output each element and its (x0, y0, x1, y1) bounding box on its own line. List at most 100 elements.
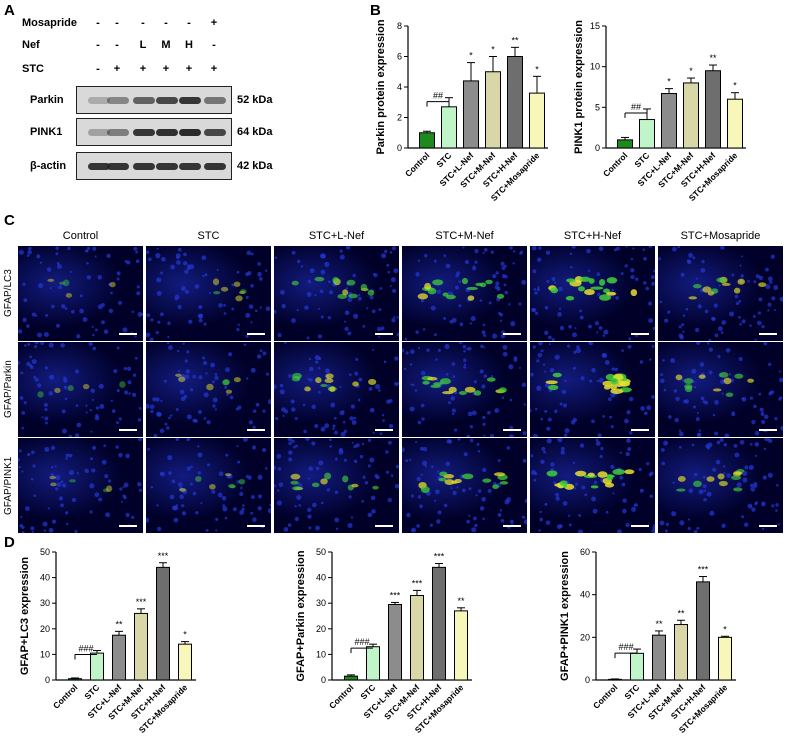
scale-bar (375, 333, 393, 335)
y-axis-label: Parkin protein expression (375, 19, 387, 154)
bracket-significance: ## (433, 91, 443, 101)
scale-bar (119, 525, 137, 527)
y-tick-label: 10 (40, 649, 50, 659)
y-tick-label: 0 (45, 675, 50, 685)
panel-label-c: C (4, 212, 15, 229)
y-tick-label: 20 (40, 624, 50, 634)
scale-bar (119, 429, 137, 431)
micrograph-tile (530, 246, 655, 341)
wb-condition-sign: - (115, 39, 119, 51)
y-tick-label: 8 (397, 21, 402, 31)
scale-bar (503, 429, 521, 431)
scale-bar (631, 525, 649, 527)
y-tick-label: 10 (316, 649, 326, 659)
significance-mark: * (183, 630, 187, 640)
wb-condition-sign: - (115, 17, 119, 29)
y-tick-label: 6 (397, 52, 402, 62)
x-tick-label: Control (327, 682, 355, 710)
scale-bar (247, 333, 265, 335)
wb-band (156, 129, 178, 136)
bar (485, 71, 501, 149)
y-tick-label: 0 (321, 675, 326, 685)
pink1-protein-chart: PINK1 protein expression 0 5 10 15 Control STC… (573, 20, 746, 203)
bar (718, 636, 732, 681)
y-tick-label: 60 (580, 547, 590, 557)
y-tick-label: 40 (580, 590, 590, 600)
micrograph-tile (274, 438, 399, 533)
wb-band (204, 97, 226, 104)
y-tick-label: 20 (316, 624, 326, 634)
significance-mark: * (667, 77, 671, 87)
y-tick-label: 15 (590, 21, 600, 31)
bar (507, 56, 523, 149)
wb-band (107, 163, 129, 170)
wb-condition-sign: + (210, 17, 218, 29)
significance-mark: ** (457, 596, 465, 606)
significance-mark: ** (655, 619, 663, 629)
micrograph-tile (18, 246, 143, 341)
significance-mark: *** (390, 590, 401, 600)
y-tick-label: 0 (585, 675, 590, 685)
wb-condition-sign: + (162, 63, 170, 75)
bar (366, 646, 380, 681)
wb-protein-label: PINK1 (30, 126, 63, 138)
bar (696, 581, 710, 681)
x-tick-label: STC (82, 682, 101, 701)
wb-band (204, 163, 226, 170)
wb-band (88, 97, 110, 104)
wb-condition-sign: M (161, 39, 171, 51)
y-tick-label: 0 (397, 143, 402, 153)
micrograph-tile (146, 342, 271, 437)
wb-condition-sign: - (212, 39, 216, 51)
bar (463, 80, 479, 149)
x-tick-label: Control (591, 682, 619, 710)
micrograph-tile (146, 438, 271, 533)
gfap-parkin-chart: GFAP+Parkin expression 0 10 20 30 40 50 Control… (295, 547, 472, 735)
wb-condition-sign: L (139, 39, 147, 51)
bar (674, 624, 688, 681)
wb-size-label: 64 kDa (237, 126, 273, 138)
wb-band (179, 97, 201, 104)
x-tick-label: STC (632, 150, 651, 169)
significance-mark: ** (115, 619, 123, 629)
bar (652, 634, 666, 681)
significance-mark: * (491, 45, 495, 55)
y-tick-label: 4 (397, 82, 402, 92)
significance-mark: *** (698, 565, 709, 575)
micrograph-tile (402, 342, 527, 437)
bar (705, 70, 721, 149)
wb-band (179, 163, 201, 170)
panel-label-b: B (370, 2, 381, 19)
microscopy-row-label: GFAP/LC3 (3, 269, 14, 318)
y-tick-label: 2 (397, 113, 402, 123)
bar (661, 93, 677, 149)
wb-band (133, 97, 155, 104)
wb-condition-sign: H (185, 39, 193, 51)
bar (388, 603, 402, 681)
y-tick-label: 5 (595, 102, 600, 112)
significance-mark: *** (434, 552, 445, 562)
wb-band (133, 129, 155, 136)
wb-band (107, 129, 129, 136)
micrograph-tile (146, 246, 271, 341)
wb-condition-label: Mosapride (22, 17, 78, 29)
micrograph-tile (530, 438, 655, 533)
scale-bar (631, 333, 649, 335)
x-tick-label: Control (601, 150, 629, 178)
y-tick-label: 0 (595, 143, 600, 153)
y-tick-label: 40 (316, 573, 326, 583)
wb-band (88, 129, 110, 136)
scale-bar (503, 525, 521, 527)
micrograph-tile (18, 438, 143, 533)
scale-bar (631, 429, 649, 431)
bar (134, 612, 148, 681)
wb-blot-strip (76, 118, 232, 146)
x-tick-label: Control (403, 150, 431, 178)
wb-condition-sign: - (96, 63, 100, 75)
micrograph-tile (530, 342, 655, 437)
y-axis-label: GFAP+PINK1 expression (559, 551, 571, 681)
parkin-protein-chart: Parkin protein expression 0 2 4 6 8 Control STC… (375, 19, 548, 203)
bar (617, 139, 633, 149)
y-axis-label: GFAP+LC3 expression (19, 557, 31, 676)
